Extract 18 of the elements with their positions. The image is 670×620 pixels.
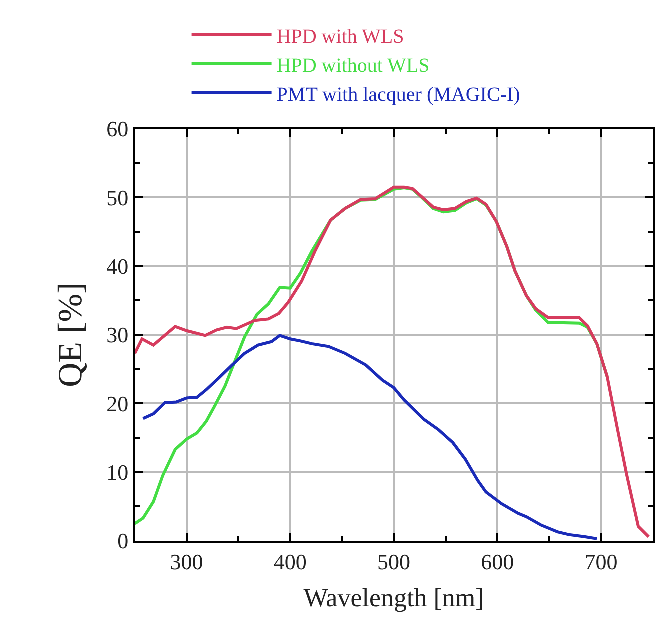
y-tick-label: 50 xyxy=(106,185,129,210)
y-tick-label: 60 xyxy=(106,116,129,142)
y-tick-label: 40 xyxy=(106,254,129,280)
y-axis-title: QE [%] xyxy=(52,282,90,388)
x-tick-label: 300 xyxy=(170,549,204,574)
y-tick-label: 10 xyxy=(106,460,129,486)
x-tick-label: 400 xyxy=(274,549,307,574)
x-tick-label: 600 xyxy=(481,549,514,574)
legend-label: HPD with WLS xyxy=(276,26,404,48)
x-tick-label: 500 xyxy=(378,549,410,574)
x-axis-title: Wavelength [nm] xyxy=(304,584,484,613)
y-tick-label: 20 xyxy=(106,391,129,416)
y-tick-label: 0 xyxy=(118,528,129,554)
line-series xyxy=(142,334,599,540)
x-tick-label: 700 xyxy=(584,549,618,574)
y-tick-label: 30 xyxy=(106,322,129,348)
legend-label: PMT with lacquer (MAGIC-I) xyxy=(276,84,520,106)
legend-label: HPD without WLS xyxy=(276,54,430,77)
